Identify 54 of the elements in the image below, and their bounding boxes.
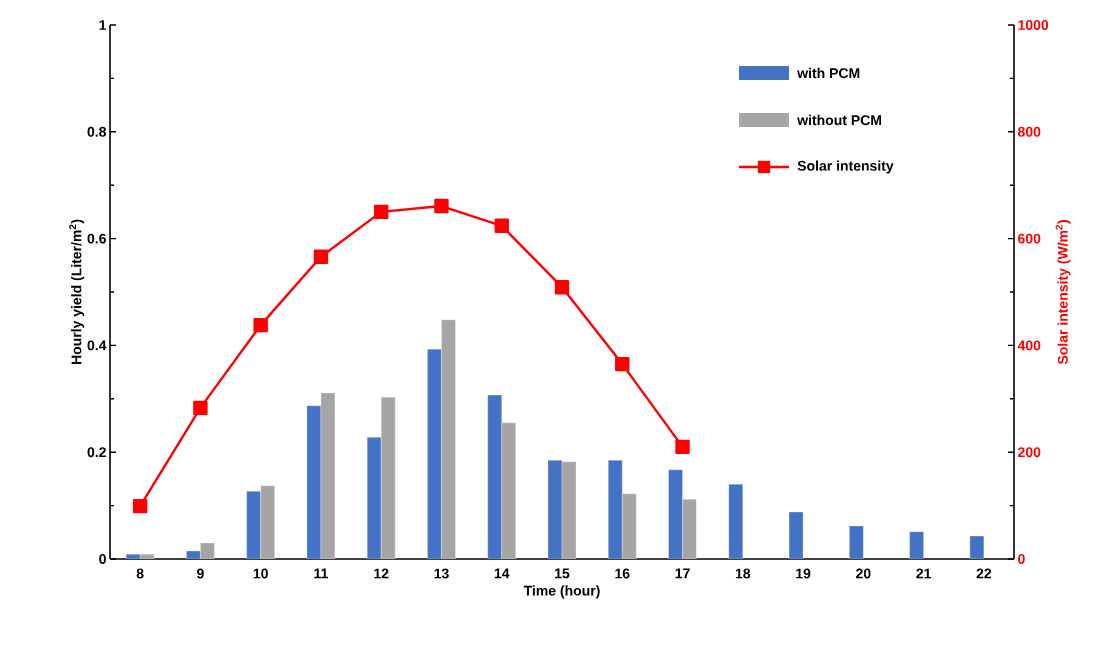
bar — [381, 397, 396, 559]
y-tick-label: 0.6 — [87, 233, 106, 244]
point — [615, 356, 630, 372]
y2-tick-label: 200 — [1018, 447, 1041, 458]
x-tick-label: 13 — [434, 568, 449, 579]
bar — [501, 422, 516, 559]
y-axis-title: Hourly yield (Liter/m$^{2}$) — [69, 219, 85, 365]
point — [554, 279, 570, 295]
x-axis-title: Time (hour) — [523, 585, 600, 599]
bar — [728, 484, 743, 559]
y2-tick-label: 600 — [1018, 233, 1041, 244]
x-tick-label: 15 — [555, 568, 570, 579]
x-tick-label: 12 — [374, 568, 389, 579]
y-tick-label: 0.8 — [87, 126, 107, 137]
x-tick-label: 17 — [675, 568, 690, 579]
point — [494, 218, 509, 233]
bar — [909, 531, 924, 559]
x-tick-label: 8 — [136, 568, 144, 579]
x-tick-label: 22 — [976, 568, 992, 579]
point — [132, 498, 148, 514]
x-tick-label: 16 — [615, 568, 630, 579]
x-tick-label: 10 — [253, 568, 268, 579]
legend-label: without PCM — [797, 114, 882, 126]
bar — [682, 499, 697, 559]
x-tick-label: 19 — [796, 568, 811, 579]
bar — [441, 319, 456, 559]
y2-tick-label: 400 — [1017, 340, 1041, 351]
point — [253, 317, 268, 333]
point — [313, 249, 329, 264]
point — [675, 439, 690, 455]
y-tick-label: 0 — [99, 554, 106, 564]
x-tick-label: 20 — [856, 568, 871, 579]
bar — [849, 525, 864, 559]
bar — [969, 535, 985, 559]
x-tick-label: 11 — [314, 568, 328, 579]
y2-axis-title: Solar intensity (W/m$^{2}$) — [1055, 220, 1071, 365]
bar — [788, 511, 804, 559]
x-tick-label: 18 — [735, 568, 751, 579]
x-tick-label: 14 — [494, 568, 510, 579]
x-tick-label: 21 — [916, 568, 931, 579]
y-tick-label: 0.4 — [87, 340, 107, 351]
x-tick-label: 9 — [196, 568, 204, 579]
bar — [622, 493, 637, 559]
y2-tick-label: 800 — [1017, 126, 1041, 137]
point — [434, 198, 449, 214]
y2-tick-label: 1000 — [1018, 20, 1049, 30]
y-tick-label: 0.2 — [87, 447, 106, 458]
y2-tick-label: 0 — [1018, 554, 1025, 564]
legend-label: with PCM — [797, 67, 860, 79]
y-tick-label: 1 — [99, 20, 107, 30]
point — [193, 400, 208, 416]
point — [374, 204, 389, 220]
legend-label: Solar intensity — [797, 160, 894, 174]
bar — [260, 485, 275, 559]
